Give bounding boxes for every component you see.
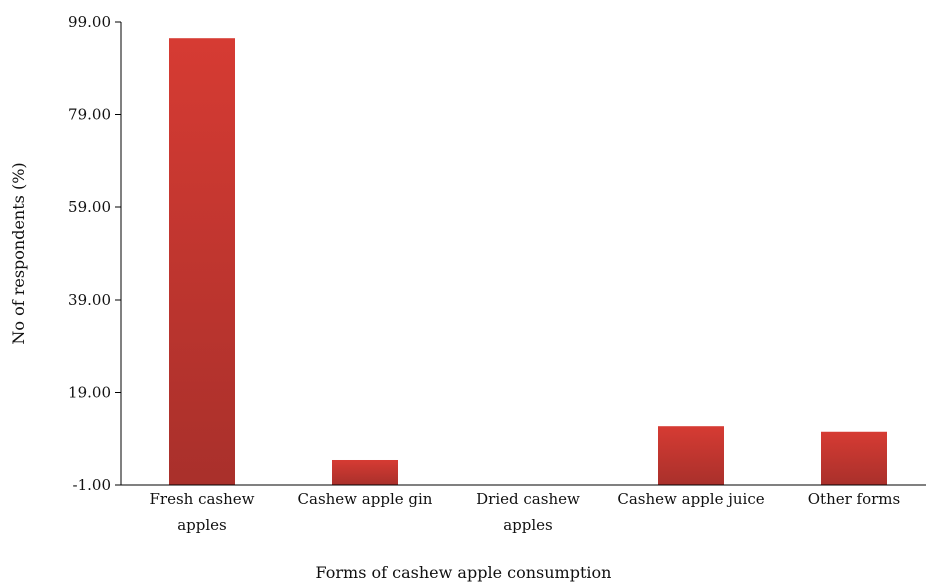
y-tick-label: 79.00 xyxy=(68,106,111,124)
bar-1 xyxy=(332,459,398,485)
x-axis-title: Forms of cashew apple consumption xyxy=(316,563,612,582)
y-tick-label: -1.00 xyxy=(73,476,111,494)
x-tick-label: apples xyxy=(503,516,553,534)
bar-4 xyxy=(821,431,887,485)
y-tick-label: 59.00 xyxy=(68,198,111,216)
bar-series xyxy=(169,38,887,485)
x-tick-label: Other forms xyxy=(808,490,900,508)
y-tick-label: 99.00 xyxy=(68,13,111,31)
x-tick-label: Cashew apple gin xyxy=(298,490,433,508)
x-tick-label: apples xyxy=(177,516,227,534)
x-tick-label: Fresh cashew xyxy=(150,490,255,508)
x-tick-label: Cashew apple juice xyxy=(617,490,764,508)
bar-0 xyxy=(169,38,235,485)
y-axis-title: No of respondents (%) xyxy=(9,162,28,344)
bar-3 xyxy=(658,426,724,485)
x-tick-label: Dried cashew xyxy=(476,490,580,508)
y-axis-ticks: -1.00 19.00 39.00 59.00 79.00 99.00 xyxy=(68,13,121,494)
y-tick-label: 19.00 xyxy=(68,383,111,401)
y-tick-label: 39.00 xyxy=(68,291,111,309)
x-axis-ticks: Fresh cashew apples Cashew apple gin Dried … xyxy=(150,490,901,534)
